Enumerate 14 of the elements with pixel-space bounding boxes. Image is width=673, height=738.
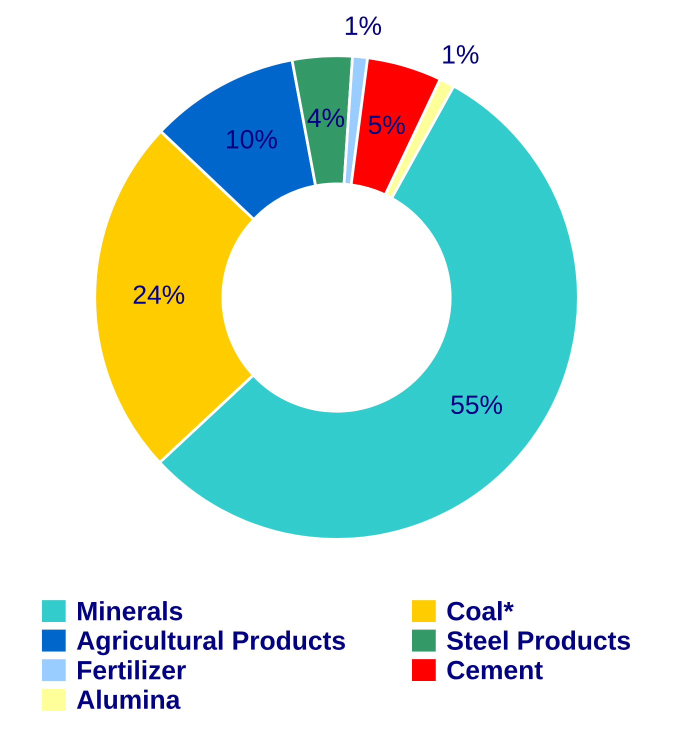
legend-label: Cement (447, 660, 543, 680)
legend-label: Alumina (76, 690, 181, 710)
legend-label: Agricultural Products (76, 630, 345, 656)
legend-label: Minerals (78, 601, 182, 620)
data-label: 1% (346, 16, 382, 35)
data-label: 55% (451, 395, 502, 414)
data-label: 24% (134, 285, 184, 304)
legend-label: Steel Products (447, 630, 630, 650)
data-label: 4% (307, 108, 344, 128)
legend-label: Coal* (447, 601, 514, 620)
data-label: 10% (227, 130, 277, 149)
legend-label: Fertilizer (78, 660, 186, 680)
data-label: 5% (368, 116, 405, 134)
data-label: 1% (443, 45, 478, 64)
